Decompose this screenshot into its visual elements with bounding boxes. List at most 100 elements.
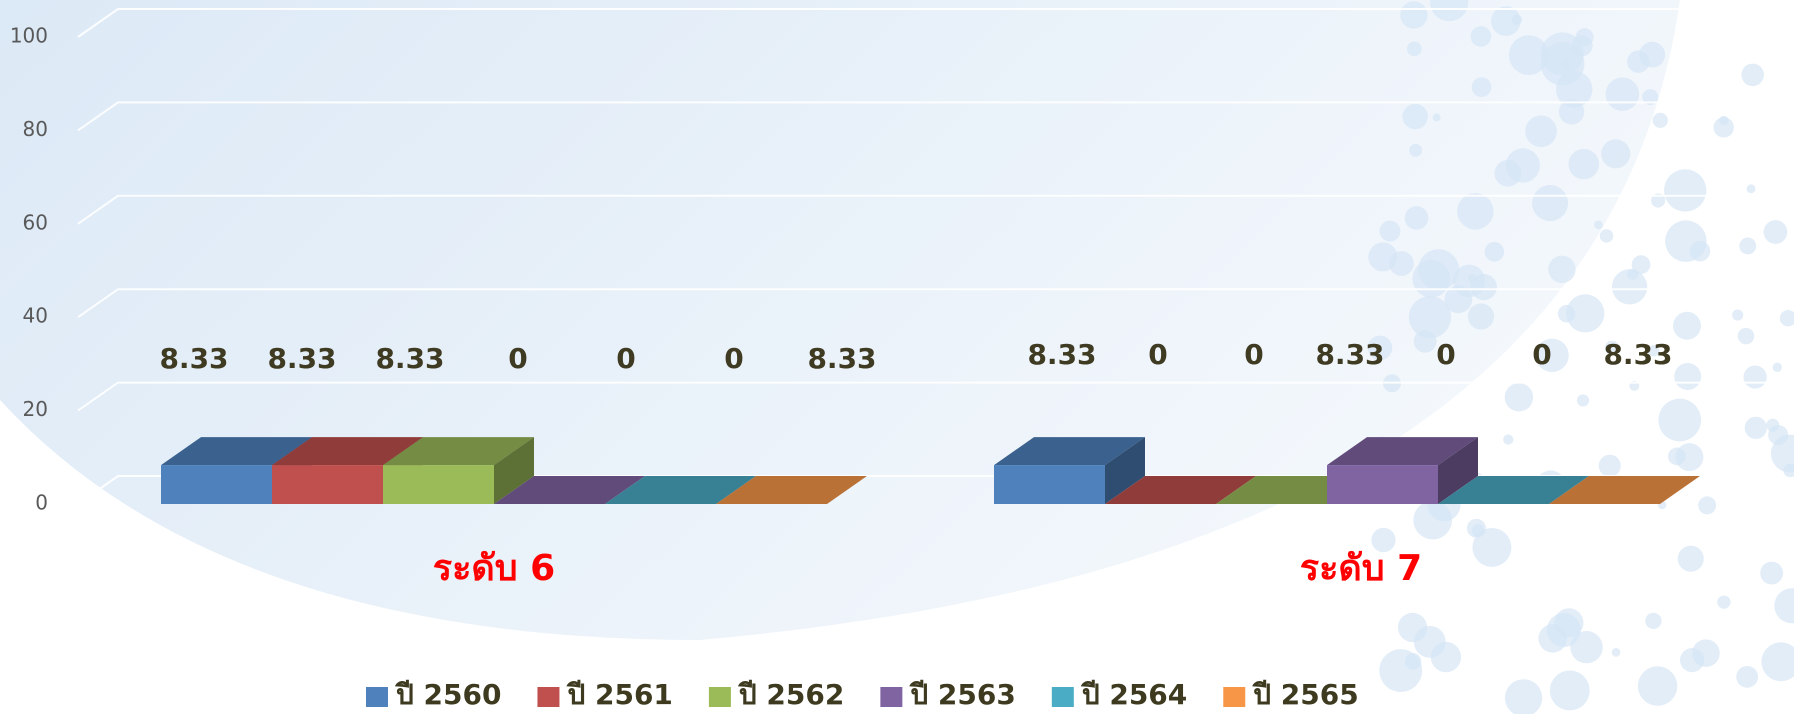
decor-dot <box>1632 255 1651 274</box>
data-label: 8.33 <box>375 342 444 375</box>
legend-label: ปี 2563 <box>908 678 1015 711</box>
data-label: 0 <box>1532 338 1551 371</box>
decor-dot <box>1550 671 1590 711</box>
decor-dot <box>1538 624 1566 652</box>
decor-dot <box>1457 193 1493 229</box>
decor-dot <box>1548 256 1575 283</box>
category-label: ระดับ 7 <box>1300 548 1422 589</box>
decor-dot <box>1380 221 1401 242</box>
bar <box>383 465 494 504</box>
decor-dot <box>1698 496 1716 514</box>
decor-dot <box>1653 113 1668 128</box>
decor-dot <box>1418 249 1459 290</box>
decor-dot <box>1413 501 1452 540</box>
bar <box>161 465 272 504</box>
bar <box>994 465 1105 504</box>
data-label: 0 <box>724 342 743 375</box>
decor-dot <box>1606 77 1640 111</box>
legend-label: ปี 2564 <box>1080 678 1187 711</box>
decor-dot <box>1402 104 1427 129</box>
decor-dot <box>1468 303 1494 329</box>
decor-dot <box>1773 363 1782 372</box>
decor-dot <box>1664 169 1706 211</box>
decor-dot <box>1738 328 1754 344</box>
decor-dot <box>1494 160 1521 187</box>
decor-dot <box>1541 32 1584 75</box>
decor-dot <box>1505 383 1533 411</box>
decor-dot <box>1732 309 1743 320</box>
legend-swatch <box>1223 687 1245 707</box>
decor-dot <box>1638 666 1677 705</box>
decor-dot <box>1485 242 1505 262</box>
y-tick-label: 80 <box>23 117 48 141</box>
decor-dot <box>1594 220 1603 229</box>
bar <box>272 465 383 504</box>
decor-dot <box>1680 648 1704 672</box>
data-label: 0 <box>616 342 635 375</box>
decor-dot <box>1467 519 1486 538</box>
annotation: 8.33 <box>1603 338 1672 371</box>
decor-dot <box>1741 64 1764 87</box>
data-label: 0 <box>1436 338 1455 371</box>
decor-dot <box>1612 648 1621 657</box>
decor-dot <box>1645 613 1661 629</box>
decor-dot <box>1747 184 1756 193</box>
legend-label: ปี 2562 <box>737 678 844 711</box>
decor-dot <box>1600 229 1614 243</box>
decor-dot <box>1736 666 1758 688</box>
decor-dot <box>1745 417 1767 439</box>
decor-dot <box>1407 41 1422 56</box>
decor-dot <box>1739 237 1756 254</box>
decor-dot <box>1717 595 1730 608</box>
decor-dot <box>1389 251 1414 276</box>
decor-dot <box>1764 220 1788 244</box>
y-tick-label: 60 <box>23 210 48 234</box>
decor-dot <box>1658 399 1701 442</box>
decor-dot <box>1678 546 1704 572</box>
legend-swatch <box>537 687 559 707</box>
decor-dot <box>1433 113 1441 121</box>
bar <box>1327 465 1438 504</box>
decor-dot <box>1405 206 1429 230</box>
decor-dot <box>1532 185 1568 221</box>
decor-dot <box>1668 448 1686 466</box>
legend-label: ปี 2565 <box>1251 678 1358 711</box>
y-tick-label: 100 <box>10 24 48 48</box>
decor-dot <box>1512 15 1522 25</box>
decor-dot <box>1525 115 1557 147</box>
decor-dot <box>1674 363 1701 390</box>
data-label: 8.33 <box>267 342 336 375</box>
legend-swatch <box>709 687 731 707</box>
decor-dot <box>1405 653 1422 670</box>
decor-dot <box>1568 149 1599 180</box>
decor-dot <box>1760 562 1783 585</box>
chart: 0204060801008.338.338.330008.33ระดับ 68.… <box>0 0 1794 714</box>
decor-dot <box>1471 26 1492 47</box>
legend-label: ปี 2560 <box>394 678 501 711</box>
decor-dot <box>1400 1 1427 28</box>
decor-dot <box>1577 394 1589 406</box>
decor-dot <box>1744 366 1767 389</box>
decor-dot <box>1472 77 1492 97</box>
legend-swatch <box>1052 687 1074 707</box>
decor-dot <box>1665 220 1706 261</box>
data-label: 0 <box>508 342 527 375</box>
decor-dot <box>1503 434 1513 444</box>
decor-dot <box>1558 305 1576 323</box>
decor-dot <box>1601 139 1630 168</box>
data-label: 8.33 <box>1027 338 1096 371</box>
decor-dot <box>1409 144 1422 157</box>
y-tick-label: 40 <box>23 304 48 328</box>
decor-dot <box>1599 455 1621 477</box>
decor-dot <box>1673 312 1701 340</box>
decor-dot <box>1766 419 1779 432</box>
decor-dot <box>1714 117 1734 137</box>
data-label: 0 <box>1244 338 1263 371</box>
decor-dot <box>1627 50 1650 73</box>
legend-label: ปี 2561 <box>565 678 672 711</box>
annotation: 8.33 <box>807 342 876 375</box>
decor-dot <box>1414 330 1437 353</box>
data-label: 8.33 <box>159 342 228 375</box>
decor-dot <box>1468 274 1477 283</box>
category-label: ระดับ 6 <box>433 548 555 589</box>
